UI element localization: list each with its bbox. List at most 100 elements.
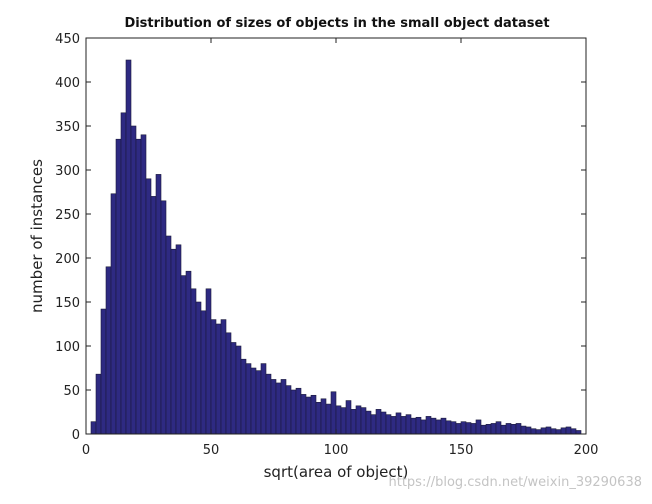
y-tick-label: 350 [55, 120, 80, 135]
histogram-bar [285, 385, 292, 435]
histogram-bar [300, 394, 307, 435]
x-tick-label: 150 [449, 443, 474, 458]
histogram-bar [290, 389, 297, 435]
histogram-bar [570, 428, 577, 435]
histogram-bar [305, 396, 312, 435]
histogram-bar [235, 345, 242, 435]
histogram-bar [530, 428, 537, 435]
histogram-bar [135, 138, 142, 435]
histogram-bar [555, 429, 562, 435]
histogram-bar [540, 427, 547, 435]
histogram-bar [160, 200, 167, 435]
y-tick-label: 150 [55, 296, 80, 311]
histogram-bar [405, 414, 412, 435]
histogram-bar [245, 363, 252, 435]
histogram-bar [345, 400, 352, 435]
histogram-bar [125, 59, 132, 435]
histogram-bar [155, 174, 162, 435]
x-tick-label: 200 [574, 443, 599, 458]
x-tick-label: 100 [324, 443, 349, 458]
y-axis-label: number of instances [28, 159, 46, 313]
histogram-bar [365, 410, 372, 435]
histogram-bar [120, 112, 127, 435]
histogram-bar [295, 387, 302, 435]
histogram-bar [520, 425, 527, 435]
histogram-bar [90, 421, 97, 435]
histogram-bar [230, 342, 237, 435]
histogram-bar [95, 373, 102, 435]
histogram-bar [415, 416, 422, 435]
histogram-bar [330, 391, 337, 435]
histogram-bar [240, 358, 247, 435]
y-tick-label: 50 [63, 384, 80, 399]
histogram-bar [250, 367, 257, 435]
histogram-bar [320, 398, 327, 435]
histogram-bar [105, 266, 112, 435]
histogram-bar [460, 421, 467, 435]
histogram-bar [380, 411, 387, 435]
y-tick-label: 250 [55, 208, 80, 223]
histogram-bar [270, 379, 277, 435]
histogram-bar [145, 178, 152, 435]
watermark-text: https://blog.csdn.net/weixin_39290638 [388, 475, 642, 490]
histogram-bar [550, 428, 557, 435]
histogram-bar [440, 417, 447, 435]
histogram-bar [115, 138, 122, 435]
histogram-bar [355, 405, 362, 435]
histogram-bar [310, 394, 317, 435]
histogram-bar [375, 409, 382, 435]
y-axis: 0 50 100 150 200 250 300 350 400 450 [55, 32, 586, 443]
histogram-bar [265, 373, 272, 435]
histogram-bar [390, 416, 397, 435]
histogram-bar [490, 423, 497, 435]
histogram-bar [360, 407, 367, 435]
histogram-bar [200, 310, 207, 435]
histogram-bar [175, 244, 182, 435]
histogram-bar [410, 417, 417, 435]
histogram-bar [340, 407, 347, 435]
histogram-bar [475, 419, 482, 435]
histogram-bar [480, 424, 487, 435]
histogram-bar [515, 423, 522, 435]
histogram-bar [535, 429, 542, 435]
histogram-bar [525, 426, 532, 435]
histogram-bar [455, 423, 462, 435]
histogram-bar [385, 414, 392, 435]
histogram-bar [205, 288, 212, 435]
x-axis: 0 50 100 150 200 [82, 38, 599, 458]
histogram-bar [170, 248, 177, 435]
histogram-bar [220, 319, 227, 435]
histogram-bar [420, 419, 427, 435]
histogram-bar [215, 323, 222, 435]
histogram-bar [150, 196, 157, 435]
histogram-bar [165, 235, 172, 435]
y-tick-label: 200 [55, 252, 80, 267]
histogram-bar [510, 424, 517, 435]
histogram-bar [275, 382, 282, 435]
histogram-bar [280, 379, 287, 435]
y-tick-label: 300 [55, 164, 80, 179]
histogram-bar [350, 409, 357, 435]
histogram-bar [470, 423, 477, 435]
x-tick-label: 0 [82, 443, 90, 458]
histogram-bar [100, 308, 107, 435]
histogram-bar [495, 421, 502, 435]
y-tick-label: 100 [55, 340, 80, 355]
y-tick-label: 450 [55, 32, 80, 47]
histogram-bar [445, 420, 452, 435]
histogram-bar [575, 430, 582, 435]
histogram-bars [90, 59, 582, 435]
histogram-bar [430, 417, 437, 435]
histogram-bar [325, 403, 332, 435]
histogram-bar [190, 288, 197, 435]
histogram-bar [260, 363, 267, 435]
x-axis-label: sqrt(area of object) [264, 463, 409, 481]
histogram-bar [545, 426, 552, 435]
histogram-bar [110, 193, 117, 435]
chart-title: Distribution of sizes of objects in the … [124, 16, 549, 31]
histogram-bar [335, 405, 342, 435]
histogram-bar [450, 421, 457, 435]
y-tick-label: 0 [72, 428, 80, 443]
histogram-bar [195, 301, 202, 435]
histogram-bar [180, 275, 187, 435]
